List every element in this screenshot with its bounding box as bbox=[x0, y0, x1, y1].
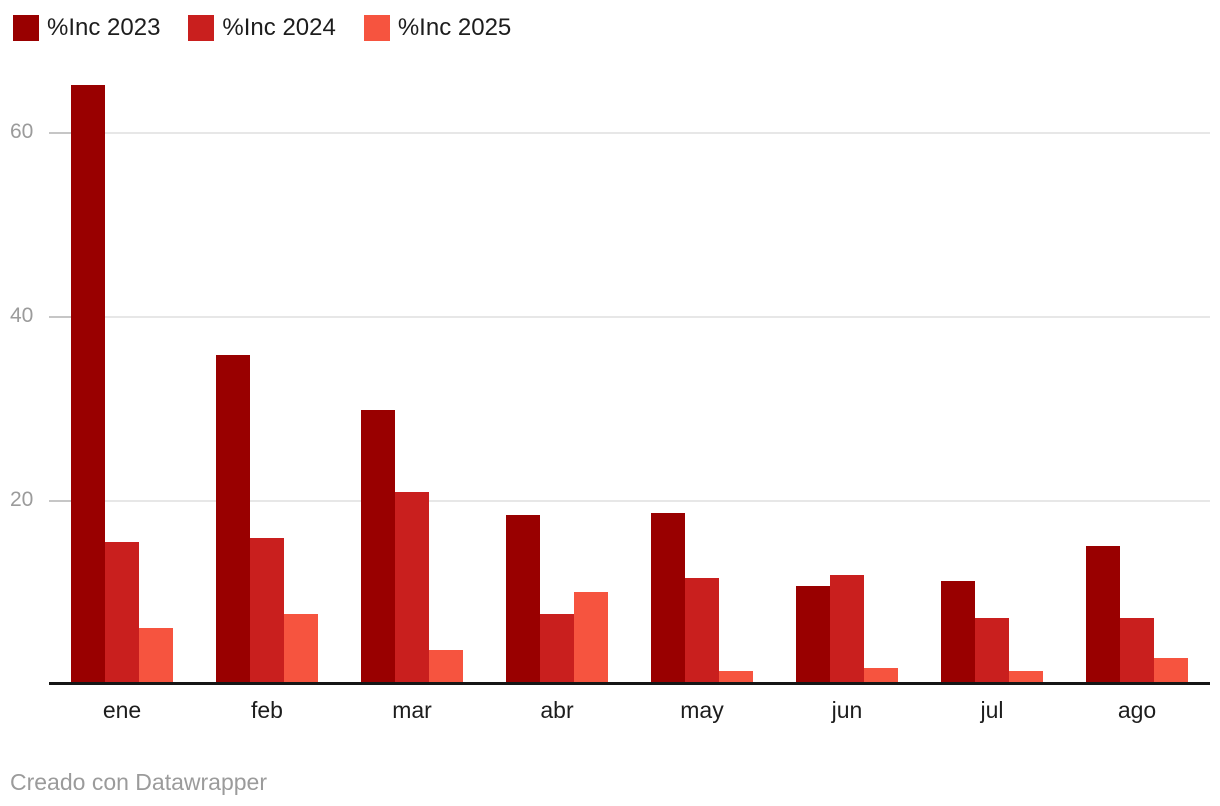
bar-%inc-2025-may bbox=[719, 671, 753, 685]
x-tick-label-feb: feb bbox=[251, 697, 283, 723]
y-axis-tick bbox=[49, 500, 71, 502]
bar-%inc-2023-feb bbox=[216, 354, 250, 685]
bar-%inc-2025-feb bbox=[284, 614, 318, 685]
bar-%inc-2023-jul bbox=[941, 581, 975, 685]
bar-%inc-2023-mar bbox=[361, 409, 395, 685]
bar-%inc-2025-mar bbox=[429, 650, 463, 685]
bar-%inc-2024-ene bbox=[105, 542, 139, 685]
bar-%inc-2025-abr bbox=[574, 592, 608, 685]
legend-swatch-icon bbox=[363, 14, 390, 41]
legend: %Inc 2023 %Inc 2024 %Inc 2025 bbox=[13, 14, 511, 41]
bar-%inc-2024-ago bbox=[1120, 617, 1154, 685]
bar-%inc-2025-ago bbox=[1154, 658, 1188, 685]
legend-item: %Inc 2024 bbox=[188, 14, 336, 41]
datawrapper-credit-link[interactable]: Creado con Datawrapper bbox=[10, 769, 267, 795]
legend-swatch-icon bbox=[13, 14, 39, 41]
legend-label: %Inc 2023 bbox=[47, 14, 161, 41]
bar-%inc-2025-jun bbox=[864, 667, 898, 685]
x-tick-label-abr: abr bbox=[540, 697, 574, 723]
legend-label: %Inc 2024 bbox=[222, 14, 336, 41]
bar-%inc-2023-may bbox=[651, 512, 685, 685]
legend-item: %Inc 2023 bbox=[13, 14, 160, 41]
x-tick-label-ene: ene bbox=[102, 697, 142, 723]
y-axis-tick bbox=[49, 316, 71, 318]
bar-%inc-2024-jun bbox=[830, 574, 864, 685]
x-tick-label-jul: jul bbox=[980, 697, 1004, 723]
bar-%inc-2024-jul bbox=[975, 617, 1009, 685]
bar-%inc-2024-may bbox=[685, 578, 719, 685]
x-tick-label-may: may bbox=[680, 697, 724, 723]
y-tick-label: 60 bbox=[10, 120, 34, 143]
y-gridline bbox=[49, 500, 1210, 502]
bar-%inc-2024-mar bbox=[395, 491, 429, 685]
bar-%inc-2024-abr bbox=[540, 614, 574, 685]
x-tick-label-mar: mar bbox=[392, 697, 432, 723]
y-tick-label: 20 bbox=[10, 488, 34, 511]
x-tick-label-jun: jun bbox=[831, 697, 863, 723]
bar-%inc-2023-ago bbox=[1086, 546, 1120, 685]
bar-%inc-2023-ene bbox=[71, 85, 105, 685]
y-tick-label: 40 bbox=[10, 304, 34, 327]
bar-%inc-2025-jul bbox=[1009, 671, 1043, 685]
legend-label: %Inc 2025 bbox=[397, 14, 512, 41]
y-gridline bbox=[49, 132, 1210, 134]
bar-%inc-2024-feb bbox=[250, 537, 284, 685]
y-gridline bbox=[49, 316, 1210, 318]
plot-area: 20 40 60 ene feb mar abr may jun jul ago bbox=[10, 80, 1210, 723]
bar-%inc-2023-abr bbox=[506, 514, 540, 685]
legend-item: %Inc 2025 bbox=[363, 14, 512, 41]
bar-%inc-2025-ene bbox=[139, 627, 173, 685]
bar-%inc-2023-jun bbox=[796, 585, 830, 685]
legend-swatch-icon bbox=[188, 14, 215, 41]
x-axis-line bbox=[49, 682, 1210, 685]
x-tick-label-ago: ago bbox=[1117, 697, 1157, 723]
y-axis-tick bbox=[49, 132, 71, 134]
